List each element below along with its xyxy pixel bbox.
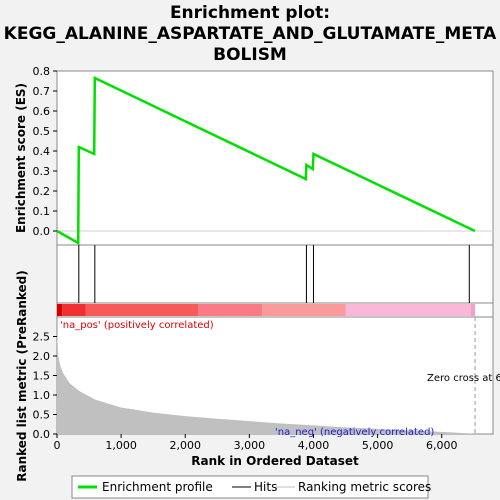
chart-title-line-2: KEGG_ALANINE_ASPARTATE_AND_GLUTAMATE_MET… xyxy=(4,24,498,44)
x-tick-label: 4,000 xyxy=(298,439,330,452)
heat-bar-segment xyxy=(470,304,476,316)
x-axis-label: Rank in Ordered Dataset xyxy=(191,454,359,468)
heat-bar-segment xyxy=(198,304,263,316)
es-y-tick-label: 0.0 xyxy=(33,225,51,238)
metric-y-tick-label: 0.5 xyxy=(33,409,51,422)
es-y-tick-label: 0.1 xyxy=(33,205,51,218)
x-axis: 0 1,000 2,000 3,000 4,000 5,000 6,000 xyxy=(54,434,458,452)
hits-panel xyxy=(56,244,494,304)
es-y-tick-label: 0.5 xyxy=(33,125,51,138)
heat-bar-group xyxy=(57,304,476,316)
heat-bar-segment xyxy=(62,304,86,316)
x-tick-label: 5,000 xyxy=(362,439,394,452)
es-series-group xyxy=(56,76,476,246)
enrichment-profile-line xyxy=(56,76,476,246)
heat-bar-segment xyxy=(57,304,63,316)
x-tick-label: 6,000 xyxy=(426,439,458,452)
neg-correlated-label: 'na_neg' (negatively correlated) xyxy=(275,427,434,438)
es-y-axis: 0.0 0.1 0.2 0.3 0.4 0.5 0.6 0.7 0.8 xyxy=(33,65,57,238)
ranking-metric-area xyxy=(57,332,475,434)
legend: Enrichment profile Hits Ranking metric s… xyxy=(71,475,431,499)
metric-y-tick-label: 1.5 xyxy=(33,370,51,383)
zero-cross-label: Zero cross at 6 xyxy=(427,373,500,384)
x-tick-label: 0 xyxy=(54,439,61,452)
es-panel xyxy=(56,70,494,246)
es-y-tick-label: 0.2 xyxy=(33,185,51,198)
heat-bar-segment xyxy=(85,304,199,316)
heat-bar-segment xyxy=(345,304,471,316)
chart-title-line-3: BOLISM xyxy=(213,45,287,65)
metric-y-tick-label: 2.5 xyxy=(33,331,51,344)
es-y-tick-label: 0.8 xyxy=(33,65,51,78)
es-y-tick-label: 0.3 xyxy=(33,165,51,178)
legend-label-ranking-metric: Ranking metric scores xyxy=(298,480,431,494)
metric-y-axis: 0.0 0.5 1.0 1.5 2.0 2.5 xyxy=(33,331,57,441)
metric-y-tick-label: 1.0 xyxy=(33,389,51,402)
pos-correlated-label: 'na_pos' (positively correlated) xyxy=(60,320,214,331)
legend-label-enrichment-profile: Enrichment profile xyxy=(102,480,213,494)
metric-y-tick-label: 2.0 xyxy=(33,350,51,363)
hits-group xyxy=(78,245,470,303)
chart-title-line-1: Enrichment plot: xyxy=(170,3,330,23)
legend-label-hits: Hits xyxy=(254,480,277,494)
x-tick-label: 2,000 xyxy=(169,439,201,452)
heat-bar-segment xyxy=(262,304,346,316)
es-y-tick-label: 0.4 xyxy=(33,145,51,158)
es-y-tick-label: 0.7 xyxy=(33,85,51,98)
metric-series-group xyxy=(57,317,476,434)
metric-y-axis-label: Ranked list metric (PreRanked) xyxy=(15,270,29,482)
x-tick-label: 3,000 xyxy=(234,439,266,452)
es-y-tick-label: 0.6 xyxy=(33,105,51,118)
es-y-axis-label: Enrichment score (ES) xyxy=(14,83,28,233)
metric-y-tick-label: 0.0 xyxy=(33,428,51,441)
x-tick-label: 1,000 xyxy=(105,439,137,452)
